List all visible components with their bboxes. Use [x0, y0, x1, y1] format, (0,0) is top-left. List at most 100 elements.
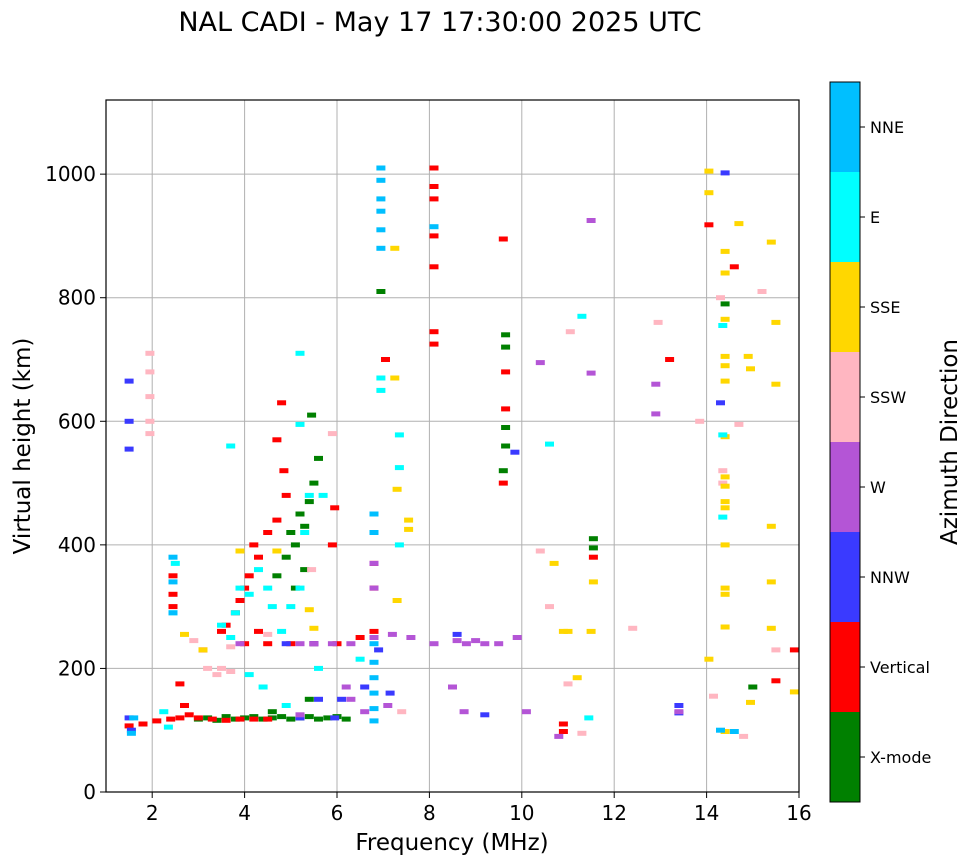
echo-point	[563, 681, 573, 687]
echo-point	[145, 394, 155, 400]
echo-point	[387, 631, 397, 637]
echo-point	[665, 357, 675, 362]
echo-point	[327, 431, 337, 437]
echo-point	[314, 455, 323, 461]
echo-point	[789, 647, 799, 653]
echo-point	[272, 437, 282, 443]
echo-point	[704, 190, 714, 196]
echo-point	[355, 656, 365, 662]
echo-point	[203, 715, 213, 721]
echo-point	[381, 357, 390, 362]
echo-point	[300, 567, 310, 573]
echo-point	[168, 573, 178, 579]
colorbar-swatch	[830, 262, 860, 352]
echo-point	[429, 329, 439, 335]
echo-point	[394, 542, 404, 548]
colorbar-entry-label: W	[870, 478, 886, 497]
echo-point	[651, 381, 661, 387]
colorbar-swatch	[830, 442, 860, 532]
echo-point	[254, 567, 263, 573]
echo-point	[309, 641, 319, 647]
echo-point	[277, 400, 287, 406]
echo-point	[429, 184, 439, 189]
echo-point	[480, 641, 490, 647]
echo-point	[734, 421, 744, 427]
echo-point	[766, 523, 776, 529]
y-axis: 0 200 400 600 800 1000	[45, 162, 106, 804]
echo-point	[512, 635, 522, 640]
echo-point	[429, 233, 439, 239]
echo-point	[720, 624, 730, 630]
echo-point	[588, 579, 598, 585]
echo-point	[376, 387, 386, 393]
echo-point	[501, 369, 511, 375]
colorbar-entry-label: SSW	[870, 388, 906, 407]
echo-point	[429, 224, 439, 230]
echo-point	[720, 363, 730, 369]
echo-point	[501, 406, 511, 412]
echo-point	[720, 585, 730, 591]
echo-point	[307, 567, 317, 573]
echo-point	[346, 641, 356, 647]
echo-point	[501, 443, 511, 449]
echo-point	[295, 421, 305, 427]
series-w	[235, 218, 684, 739]
echo-point	[586, 218, 596, 223]
echo-point	[716, 400, 725, 406]
echo-point	[494, 641, 504, 647]
echo-point	[168, 554, 178, 560]
echo-point	[376, 289, 386, 294]
colorbar-swatch	[830, 712, 860, 802]
echo-point	[376, 196, 386, 202]
echo-point	[295, 641, 305, 647]
echo-point	[126, 730, 136, 736]
echo-point	[771, 381, 781, 387]
echo-point	[360, 709, 370, 715]
echo-point	[346, 696, 356, 702]
x-tick-label: 16	[786, 801, 811, 825]
echo-point	[152, 718, 162, 724]
echo-point	[718, 468, 728, 474]
echo-point	[588, 554, 598, 560]
echo-point	[369, 675, 379, 681]
echo-point	[429, 165, 439, 171]
grid-lines	[106, 100, 800, 793]
echo-point	[166, 716, 176, 722]
echo-point	[718, 323, 728, 328]
echo-point	[249, 542, 259, 548]
echo-point	[376, 245, 386, 251]
echo-point	[452, 638, 462, 644]
echo-point	[240, 585, 250, 591]
echo-point	[766, 239, 776, 245]
echo-point	[376, 208, 386, 214]
echo-point	[124, 418, 134, 424]
echo-point	[549, 560, 559, 566]
echo-point	[300, 530, 310, 535]
echo-point	[510, 449, 520, 455]
echo-point	[704, 168, 714, 174]
echo-point	[746, 699, 755, 705]
colorbar-label: Azimuth Direction	[937, 339, 963, 545]
echo-point	[314, 665, 323, 671]
echo-point	[217, 622, 226, 628]
echo-point	[739, 733, 749, 739]
echo-point	[304, 492, 314, 498]
echo-point	[304, 607, 314, 613]
echo-point	[577, 730, 587, 736]
y-tick-label: 0	[83, 780, 96, 804]
echo-point	[771, 678, 781, 684]
echo-point	[314, 696, 323, 702]
colorbar-swatch	[830, 532, 860, 622]
x-tick-label: 6	[331, 801, 344, 825]
echo-point	[369, 560, 379, 566]
echo-point	[704, 656, 714, 662]
echo-point	[263, 585, 273, 591]
echo-point	[138, 721, 148, 727]
echo-point	[145, 350, 155, 356]
x-tick-label: 10	[509, 801, 534, 825]
echo-point	[184, 712, 194, 718]
echo-point	[521, 709, 531, 715]
echo-point	[748, 684, 758, 690]
echo-point	[330, 505, 340, 511]
echo-point	[258, 684, 268, 690]
